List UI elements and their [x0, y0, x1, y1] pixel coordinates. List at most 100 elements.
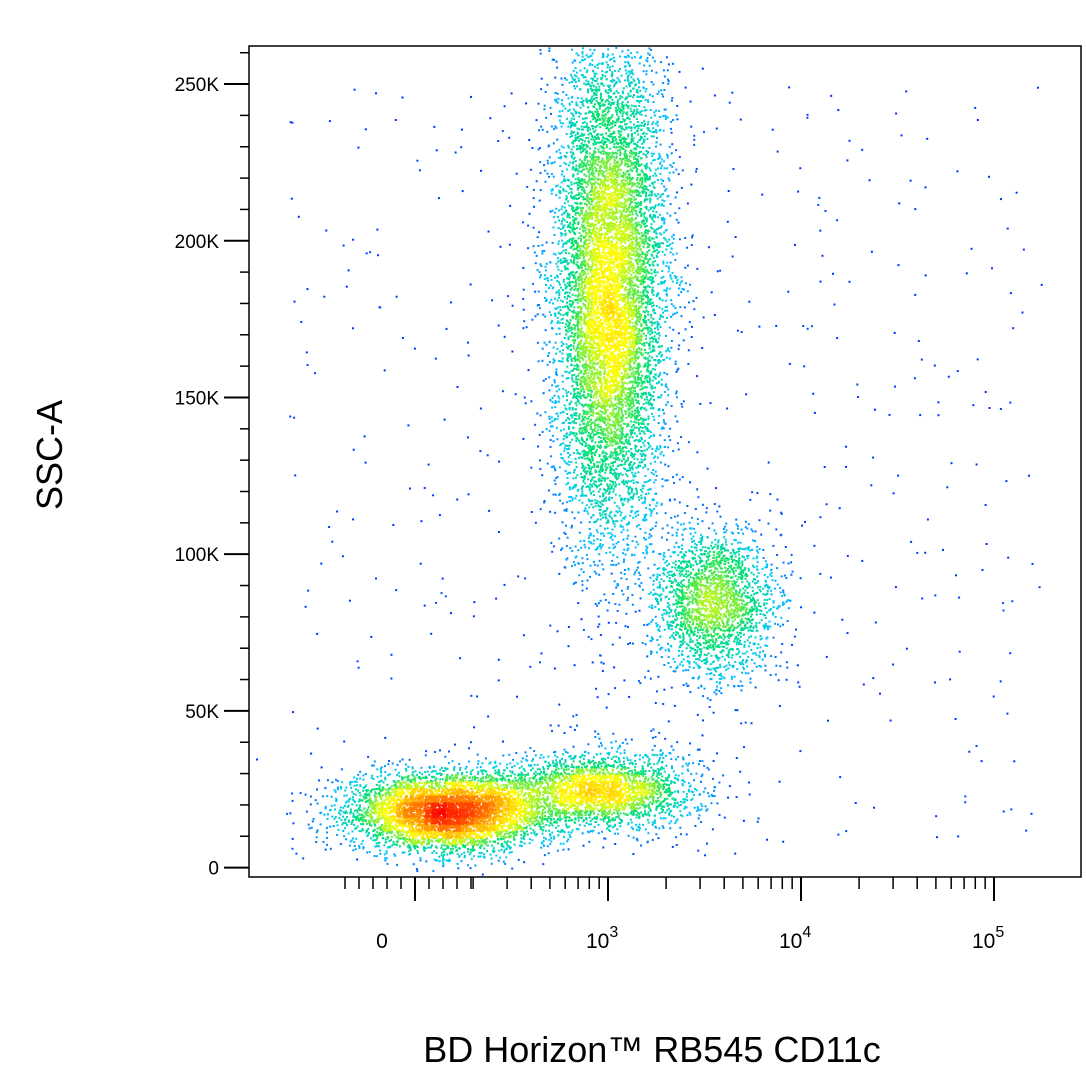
event-dot — [553, 379, 556, 382]
event-dot — [536, 313, 539, 316]
event-dot — [704, 805, 707, 808]
event-dot — [555, 372, 557, 375]
event-dot — [636, 88, 639, 91]
event-dot — [618, 510, 621, 513]
event-dot — [326, 843, 328, 846]
event-dot — [563, 161, 566, 164]
event-dot — [670, 303, 673, 306]
event-dot — [582, 494, 585, 497]
event-dot — [656, 322, 659, 325]
event-dot — [641, 814, 644, 817]
event-dot — [756, 820, 759, 823]
event-dot — [596, 696, 599, 699]
event-dot — [664, 229, 667, 232]
event-dot — [344, 827, 346, 830]
event-dot — [692, 667, 695, 669]
event-dot — [676, 818, 679, 821]
event-dot — [755, 606, 758, 609]
event-dot — [606, 507, 609, 510]
event-dot — [525, 326, 528, 329]
event-dot — [500, 845, 503, 847]
event-dot — [648, 377, 651, 380]
event-dot — [660, 656, 663, 658]
event-dot — [553, 667, 556, 670]
event-dot — [681, 772, 684, 775]
event-dot — [629, 443, 632, 446]
event-dot — [557, 242, 560, 245]
event-dot — [494, 772, 497, 775]
event-dot — [652, 345, 655, 347]
event-dot — [557, 97, 560, 100]
event-dot — [300, 321, 303, 323]
event-dot — [336, 824, 339, 827]
event-dot — [588, 110, 591, 113]
event-dot — [642, 152, 645, 155]
event-dot — [639, 488, 642, 491]
event-dot — [339, 806, 342, 809]
event-dot — [920, 358, 923, 361]
event-dot — [722, 676, 725, 679]
event-dot — [615, 510, 618, 513]
event-dot — [576, 172, 579, 175]
event-dot — [256, 758, 258, 761]
event-dot — [635, 493, 638, 495]
event-dot — [760, 533, 763, 536]
event-dot — [643, 213, 645, 216]
event-dot — [671, 620, 674, 623]
event-dot — [655, 578, 658, 581]
event-dot — [914, 293, 917, 296]
event-dot — [751, 669, 754, 672]
event-dot — [690, 799, 693, 801]
event-dot — [568, 103, 571, 106]
event-dot — [441, 577, 444, 580]
event-dot — [655, 625, 658, 628]
event-dot — [688, 811, 691, 814]
event-dot — [476, 695, 478, 698]
event-dot — [554, 315, 557, 317]
event-dot — [593, 75, 596, 78]
event-dot — [552, 762, 555, 765]
event-dot — [661, 811, 664, 813]
event-dot — [585, 54, 588, 57]
event-dot — [659, 298, 662, 301]
event-dot — [566, 285, 568, 288]
event-dot — [559, 186, 562, 189]
event-dot — [627, 547, 630, 550]
event-dot — [894, 385, 896, 388]
event-dot — [791, 643, 793, 646]
event-dot — [672, 237, 675, 240]
event-dot — [440, 766, 443, 769]
event-dot — [625, 56, 628, 59]
event-dot — [532, 188, 535, 191]
event-dot — [672, 670, 675, 673]
event-dot — [647, 760, 650, 763]
event-dot — [595, 687, 598, 690]
event-dot — [565, 133, 568, 136]
event-dot — [974, 106, 977, 109]
event-dot — [747, 583, 750, 586]
event-dot — [617, 562, 620, 565]
event-dot — [530, 764, 533, 767]
event-dot — [570, 370, 573, 372]
event-dot — [751, 491, 754, 494]
event-dot — [763, 598, 766, 601]
event-dot — [751, 548, 754, 551]
event-dot — [590, 97, 593, 100]
event-dot — [745, 520, 747, 523]
event-dot — [503, 851, 506, 854]
event-dot — [567, 482, 570, 485]
event-dot — [675, 612, 678, 615]
event-dot — [681, 650, 684, 653]
event-dot — [672, 162, 675, 164]
event-dot — [657, 243, 660, 246]
event-dot — [635, 754, 638, 757]
event-dot — [657, 608, 660, 611]
event-dot — [648, 488, 651, 491]
event-dot — [658, 157, 661, 160]
event-dot — [492, 766, 495, 769]
event-dot — [523, 320, 526, 323]
event-dot — [592, 70, 595, 73]
event-dot — [631, 471, 634, 474]
event-dot — [569, 414, 572, 417]
event-dot — [589, 541, 592, 544]
